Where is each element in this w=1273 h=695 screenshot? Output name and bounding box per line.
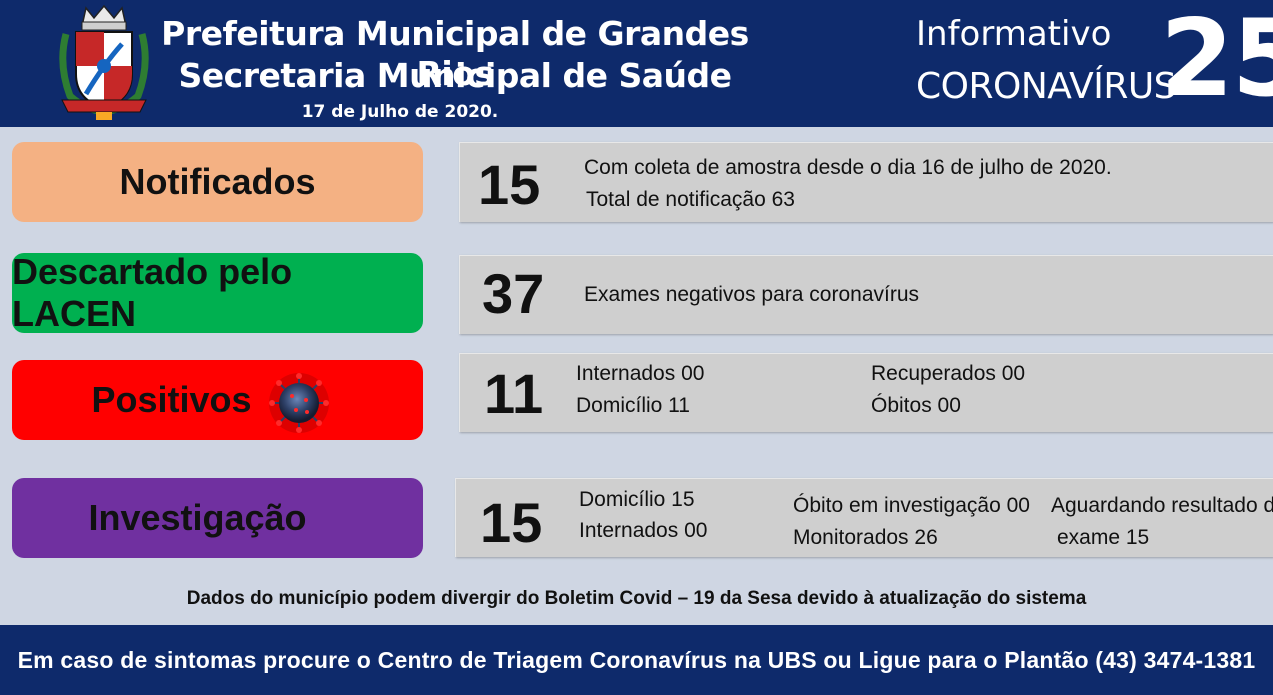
informativo-label: Informativo — [916, 14, 1112, 54]
coronavirus-label: CORONAVÍRUS — [916, 66, 1177, 107]
header-subtitle: Secretaria Municipal de Saúde — [178, 56, 732, 95]
descartado-pill: Descartado pelo LACEN — [12, 251, 423, 334]
positivos-box: 11 Internados 00 Domicílio 11 Recuperado… — [459, 353, 1273, 432]
positivos-number: 11 — [484, 362, 544, 425]
notificados-number: 15 — [478, 153, 541, 216]
investigacao-box: 15 Domicílio 15 Internados 00 Óbito em i… — [455, 478, 1273, 557]
investigacao-number: 15 — [480, 491, 543, 554]
notificados-label: Notificados — [119, 161, 316, 202]
header-date: 17 de Julho de 2020. — [301, 102, 499, 122]
descartado-label: Descartado pelo LACEN — [12, 251, 293, 334]
positivos-label: Positivos — [91, 379, 252, 420]
header-banner: Prefeitura Municipal de Grandes Rios Sec… — [0, 0, 1273, 127]
investigacao-label: Investigação — [88, 497, 307, 538]
footer-text: Em caso de sintomas procure o Centro de … — [17, 646, 1256, 673]
positivos-internados: Internados 00 — [576, 362, 705, 385]
coat-of-arms-icon — [59, 4, 149, 120]
disclaimer-note: Dados do município podem divergir do Bol… — [186, 588, 1087, 609]
header-title: Prefeitura Municipal de Grandes Rios — [161, 14, 749, 93]
positivos-domicilio: Domicílio 11 — [576, 394, 690, 417]
investigacao-aguardando-1: Aguardando resultado de — [1051, 494, 1273, 517]
descartado-box: 37 Exames negativos para coronavírus — [459, 255, 1273, 334]
positivos-pill: Positivos — [12, 360, 423, 440]
descartado-line1: Exames negativos para coronavírus — [584, 283, 920, 306]
coronavirus-icon — [269, 373, 329, 433]
notificados-line2: Total de notificação 63 — [586, 188, 795, 211]
positivos-obitos: Óbitos 00 — [871, 394, 961, 417]
investigacao-aguardando-2: exame 15 — [1057, 526, 1150, 549]
issue-number: 25 — [1160, 0, 1273, 120]
investigacao-internados: Internados 00 — [579, 519, 708, 542]
investigacao-monitorados: Monitorados 26 — [793, 526, 938, 549]
notificados-line1: Com coleta de amostra desde o dia 16 de … — [584, 156, 1112, 179]
notificados-pill: Notificados — [12, 142, 423, 222]
positivos-recuperados: Recuperados 00 — [871, 362, 1026, 385]
investigacao-domicilio: Domicílio 15 — [579, 488, 695, 511]
footer-banner: Em caso de sintomas procure o Centro de … — [0, 625, 1273, 695]
investigacao-pill: Investigação — [12, 478, 423, 558]
notificados-box: 15 Com coleta de amostra desde o dia 16 … — [459, 142, 1273, 222]
investigacao-obito: Óbito em investigação 00 — [793, 494, 1030, 517]
descartado-number: 37 — [482, 262, 545, 325]
